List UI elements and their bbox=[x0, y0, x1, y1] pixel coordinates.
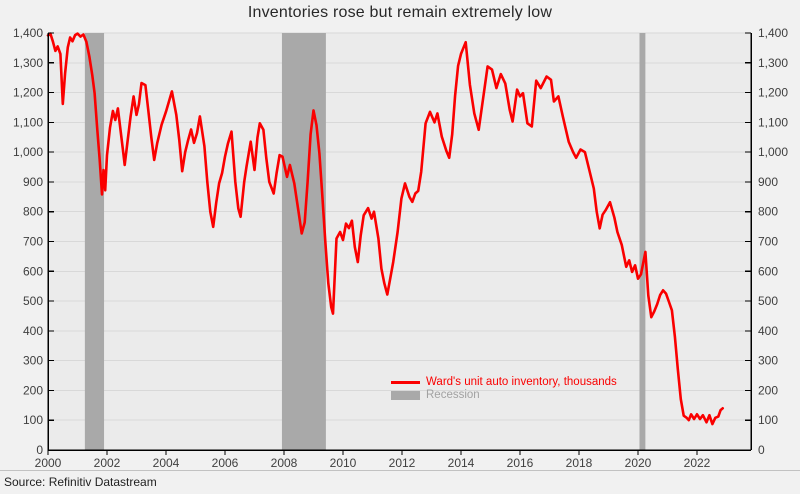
y-tick-label-right: 1,200 bbox=[758, 86, 788, 100]
y-tick-label-right: 1,300 bbox=[758, 56, 788, 70]
legend-item-recession: Recession bbox=[391, 389, 617, 402]
y-tick-label-left: 100 bbox=[23, 413, 43, 427]
y-tick-label-right: 400 bbox=[758, 324, 778, 338]
x-tick-label: 2006 bbox=[212, 456, 239, 470]
x-tick-label: 2022 bbox=[684, 456, 711, 470]
source-note: Source: Refinitiv Datastream bbox=[4, 475, 157, 489]
legend-item-series: Ward's unit auto inventory, thousands bbox=[391, 376, 617, 389]
y-tick-label-left: 300 bbox=[23, 354, 43, 368]
x-tick-label: 2002 bbox=[94, 456, 121, 470]
y-tick-label-right: 900 bbox=[758, 175, 778, 189]
y-tick-label-right: 100 bbox=[758, 413, 778, 427]
y-tick-label-right: 1,100 bbox=[758, 115, 788, 129]
y-tick-label-right: 1,400 bbox=[758, 26, 788, 40]
x-tick-label: 2010 bbox=[330, 456, 357, 470]
recession-band bbox=[84, 33, 105, 450]
recession-label: Recession bbox=[426, 389, 480, 401]
series-label: Ward's unit auto inventory, thousands bbox=[426, 376, 617, 388]
y-tick-label-right: 200 bbox=[758, 383, 778, 397]
y-tick-label-left: 900 bbox=[23, 175, 43, 189]
y-tick-label-right: 0 bbox=[758, 443, 765, 457]
y-tick-label-right: 700 bbox=[758, 235, 778, 249]
recession-band bbox=[639, 33, 646, 450]
x-tick-label: 2018 bbox=[566, 456, 593, 470]
x-tick-label: 2000 bbox=[35, 456, 62, 470]
x-tick-label: 2012 bbox=[389, 456, 416, 470]
y-tick-label-right: 800 bbox=[758, 205, 778, 219]
y-tick-label-left: 0 bbox=[36, 443, 43, 457]
x-tick-label: 2004 bbox=[153, 456, 180, 470]
y-tick-label-left: 200 bbox=[23, 383, 43, 397]
y-tick-label-left: 1,300 bbox=[13, 56, 43, 70]
x-tick-label: 2016 bbox=[507, 456, 534, 470]
y-tick-label-left: 1,200 bbox=[13, 86, 43, 100]
y-tick-label-left: 400 bbox=[23, 324, 43, 338]
x-tick-label: 2020 bbox=[625, 456, 652, 470]
y-tick-label-left: 1,000 bbox=[13, 145, 43, 159]
y-tick-label-left: 800 bbox=[23, 205, 43, 219]
y-tick-label-left: 1,400 bbox=[13, 26, 43, 40]
legend: Ward's unit auto inventory, thousands Re… bbox=[391, 376, 617, 402]
series-line-swatch bbox=[391, 381, 420, 384]
chart-title: Inventories rose but remain extremely lo… bbox=[247, 4, 553, 21]
y-tick-label-left: 500 bbox=[23, 294, 43, 308]
y-tick-label-left: 600 bbox=[23, 264, 43, 278]
x-tick-label: 2008 bbox=[271, 456, 298, 470]
x-tick-label: 2014 bbox=[448, 456, 475, 470]
series-line bbox=[46, 32, 725, 426]
y-tick-label-right: 500 bbox=[758, 294, 778, 308]
y-tick-label-left: 1,100 bbox=[13, 115, 43, 129]
y-tick-label-right: 1,000 bbox=[758, 145, 788, 159]
footer-divider bbox=[0, 470, 800, 471]
recession-band bbox=[281, 33, 326, 450]
y-tick-label-left: 700 bbox=[23, 235, 43, 249]
y-tick-label-right: 600 bbox=[758, 264, 778, 278]
y-tick-label-right: 300 bbox=[758, 354, 778, 368]
recession-swatch bbox=[391, 391, 420, 400]
